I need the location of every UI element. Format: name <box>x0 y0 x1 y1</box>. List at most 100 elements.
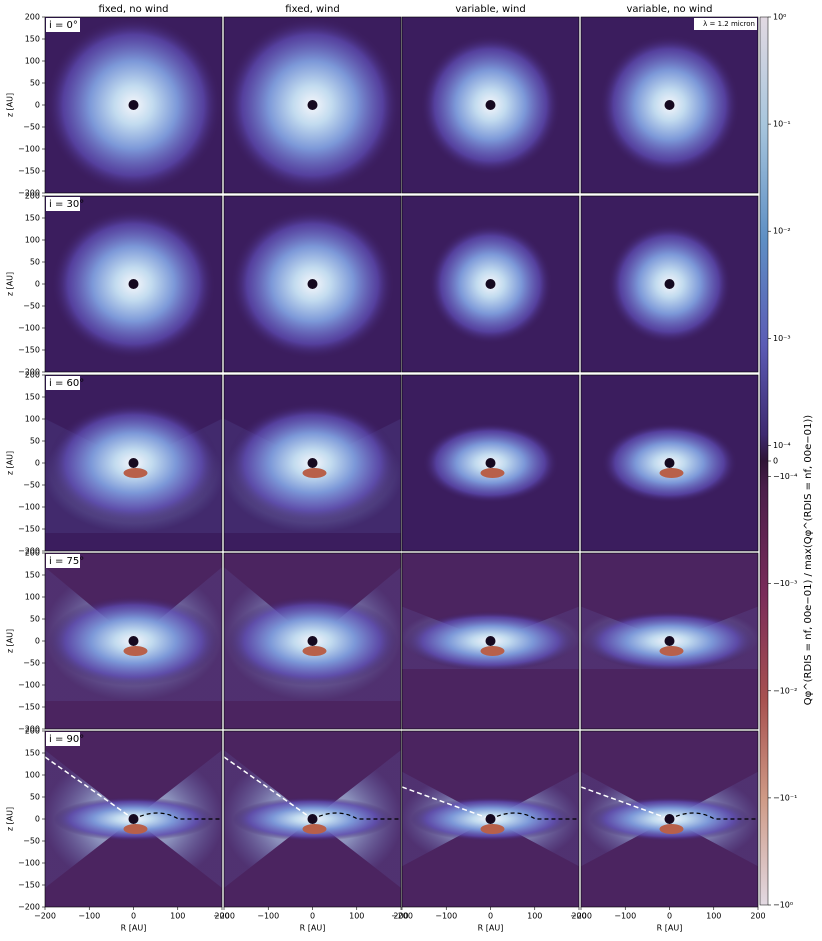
y-tick-label: −50 <box>23 659 40 668</box>
y-axis-label: z [AU] <box>6 807 15 831</box>
red-spot <box>480 468 505 478</box>
panel <box>223 195 402 373</box>
star-mask <box>664 814 675 824</box>
x-tick-label: 100 <box>170 912 185 921</box>
x-tick-label: −100 <box>614 912 636 921</box>
y-tick-label: 150 <box>25 749 40 758</box>
star-mask <box>307 100 318 110</box>
panel <box>401 374 580 552</box>
panel <box>401 552 580 730</box>
star-mask <box>307 636 318 646</box>
panel-frame <box>580 16 759 194</box>
panel-image <box>581 731 758 907</box>
annotation: λ = 1.2 micron <box>703 20 755 28</box>
y-tick-label: −200 <box>18 725 40 734</box>
red-spot <box>302 468 327 478</box>
star-mask <box>128 458 139 468</box>
colorbar-tick-label: −10⁰ <box>773 901 793 910</box>
colorbar <box>759 16 769 906</box>
panel-image <box>581 17 758 193</box>
colorbar-tick-label: 10⁻⁴ <box>773 441 791 450</box>
x-tick-label: 0 <box>488 912 493 921</box>
star-mask <box>307 814 318 824</box>
x-axis-label: R [AU] <box>121 924 147 933</box>
panel <box>223 374 402 552</box>
star-mask <box>664 279 675 289</box>
x-tick-label: 200 <box>214 912 229 921</box>
panel-frame <box>401 374 580 552</box>
colorbar-tick-label: 10⁻¹ <box>773 120 791 129</box>
y-tick-label: 100 <box>25 415 40 424</box>
row-label: i = 75° <box>49 556 84 567</box>
y-tick-label: 200 <box>25 549 40 558</box>
panel-frame <box>223 374 402 552</box>
panel-image <box>402 553 579 729</box>
y-tick-label: 150 <box>25 393 40 402</box>
y-tick-label: 150 <box>25 35 40 44</box>
y-tick-label: 150 <box>25 214 40 223</box>
y-tick-label: 50 <box>30 615 40 624</box>
star-mask <box>485 636 496 646</box>
y-tick-label: 100 <box>25 236 40 245</box>
panel-frame <box>580 552 759 730</box>
y-tick-label: −200 <box>18 547 40 556</box>
star-mask <box>485 814 496 824</box>
colorbar-tick-label: −10⁻³ <box>773 579 797 588</box>
y-tick-label: −50 <box>23 123 40 132</box>
red-spot <box>123 468 148 478</box>
star-mask <box>664 458 675 468</box>
colorbar-tick-label: −10⁻² <box>773 686 797 695</box>
y-axis-label: z [AU] <box>6 93 15 117</box>
row-label: i = 60° <box>49 378 84 389</box>
x-tick-label: 200 <box>393 912 408 921</box>
panel-image <box>45 196 222 372</box>
panel-frame <box>580 374 759 552</box>
colorbar-label: Qφ^(RDIS = nf, 00e−01) / max(Qφ^(RDIS = … <box>803 415 814 705</box>
y-tick-label: −50 <box>23 837 40 846</box>
y-tick-label: −50 <box>23 481 40 490</box>
y-tick-label: 50 <box>30 79 40 88</box>
panel-frame <box>223 195 402 373</box>
x-axis-label: R [AU] <box>657 924 683 933</box>
row-label: i = 30° <box>49 199 84 210</box>
panel <box>580 195 759 373</box>
star-mask <box>307 279 318 289</box>
x-tick-label: −200 <box>570 912 592 921</box>
y-tick-label: 200 <box>25 13 40 22</box>
panel-image <box>402 731 579 907</box>
x-axis-label: R [AU] <box>478 924 504 933</box>
x-tick-label: −200 <box>34 912 56 921</box>
row-label: i = 0° <box>49 20 78 31</box>
panel-frame <box>223 16 402 194</box>
dashed-white <box>224 756 313 820</box>
annotation-box <box>694 18 757 30</box>
panel-image <box>402 17 579 193</box>
panel-image <box>224 731 401 907</box>
red-spot <box>480 824 505 834</box>
panel-image <box>45 17 222 193</box>
x-tick-label: −200 <box>391 912 413 921</box>
row-label-box <box>46 197 80 211</box>
red-spot <box>480 646 505 656</box>
y-tick-label: 0 <box>35 815 40 824</box>
row-label-box <box>46 376 80 390</box>
panel-frame <box>401 195 580 373</box>
y-tick-label: −100 <box>18 324 40 333</box>
x-tick-label: 0 <box>131 912 136 921</box>
star-mask <box>128 279 139 289</box>
row-label: i = 90° <box>49 734 84 745</box>
y-tick-label: −100 <box>18 503 40 512</box>
x-tick-label: −100 <box>78 912 100 921</box>
panel <box>401 16 580 194</box>
panel <box>223 730 402 908</box>
red-spot <box>659 646 684 656</box>
colorbar-tick-label: −10⁻¹ <box>773 793 797 802</box>
panel <box>44 374 223 552</box>
panel-image <box>224 196 401 372</box>
y-tick-label: 200 <box>25 192 40 201</box>
panel <box>580 374 759 552</box>
x-tick-label: 200 <box>750 912 765 921</box>
red-spot <box>659 824 684 834</box>
y-tick-label: 50 <box>30 793 40 802</box>
x-axis-label: R [AU] <box>300 924 326 933</box>
